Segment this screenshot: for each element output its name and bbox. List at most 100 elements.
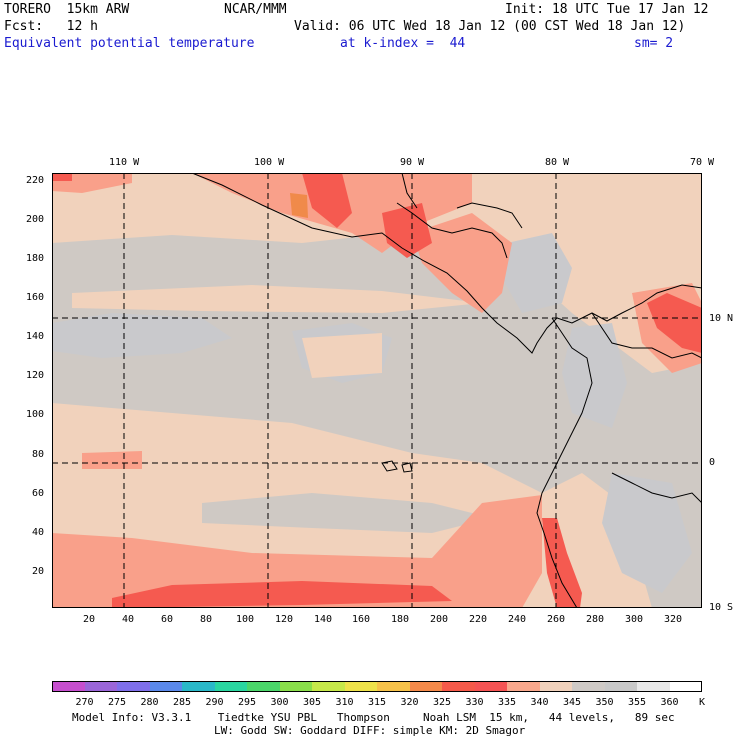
x-tick: 320 — [664, 614, 683, 625]
colorbar-swatch — [539, 681, 572, 692]
lon-label-100w: 100 W — [254, 157, 285, 168]
lon-label-70w: 70 W — [690, 157, 715, 168]
colorbar-swatch — [572, 681, 605, 692]
lightgray-patch — [52, 313, 232, 358]
colorbar-swatch — [377, 681, 410, 692]
peach-tongue — [72, 285, 482, 313]
x-tick: 160 — [352, 614, 371, 625]
model-title: TORERO 15km ARW — [4, 2, 130, 17]
colorbar-swatch — [474, 681, 507, 692]
colorbar-swatch — [409, 681, 442, 692]
lightgray-patch — [562, 323, 627, 428]
colorbar-label: 285 — [172, 697, 192, 708]
gray-ocean-band-south — [202, 493, 492, 533]
x-tick: 200 — [430, 614, 449, 625]
colorbar-label: 295 — [237, 697, 257, 708]
x-tick: 240 — [508, 614, 527, 625]
lon-label-110w: 110 W — [109, 157, 140, 168]
colorbar-swatch — [669, 681, 702, 692]
x-tick: 100 — [236, 614, 255, 625]
colorbar-swatch — [84, 681, 117, 692]
lon-label-80w: 80 W — [545, 157, 570, 168]
colorbar-swatch — [279, 681, 312, 692]
colorbar-label: 305 — [302, 697, 322, 708]
theta-e-map — [52, 173, 702, 608]
red-venezuela — [647, 293, 702, 353]
y-tick: 220 — [26, 175, 45, 186]
lightgray-patch — [602, 473, 692, 593]
x-tick: 300 — [625, 614, 644, 625]
x-tick: 220 — [469, 614, 488, 625]
x-tick: 280 — [586, 614, 605, 625]
red-guatemala — [382, 203, 432, 258]
x-tick: 60 — [161, 614, 174, 625]
level-label: at k-index = 44 — [340, 36, 466, 51]
lightgray-patch — [502, 233, 572, 313]
x-tick: 140 — [314, 614, 333, 625]
colorbar-label: 340 — [530, 697, 549, 708]
colorbar-label: 360 — [660, 697, 679, 708]
lat-label-10n: 10 N — [709, 313, 734, 324]
lat-lon-grid — [52, 173, 702, 608]
y-tick: 40 — [32, 527, 45, 538]
colorbar-frame — [52, 681, 702, 692]
x-tick: 20 — [83, 614, 96, 625]
colorbar-swatch — [247, 681, 280, 692]
colorbar-label: 345 — [562, 697, 582, 708]
colorbar-label: 290 — [205, 697, 224, 708]
organization-label: NCAR/MMM — [224, 2, 287, 17]
y-tick: 100 — [26, 409, 45, 420]
x-tick: 80 — [200, 614, 213, 625]
peach-tongue — [302, 333, 382, 378]
y-tick: 140 — [26, 331, 45, 342]
y-tick: 80 — [32, 449, 45, 460]
x-tick: 40 — [122, 614, 135, 625]
colorbar-label: 335 — [497, 697, 517, 708]
y-tick: 120 — [26, 370, 45, 381]
red-peru-coast — [542, 518, 582, 608]
x-tick: 260 — [547, 614, 566, 625]
y-tick: 180 — [26, 253, 45, 264]
colorbar-label: 275 — [107, 697, 127, 708]
colorbar-label: 315 — [367, 697, 387, 708]
map-frame — [52, 173, 702, 608]
forecast-hour: Fcst: 12 h — [4, 19, 98, 34]
colorbar-swatch — [182, 681, 215, 692]
red-mexico — [302, 173, 352, 228]
x-tick: 120 — [275, 614, 294, 625]
red-southern-band — [112, 581, 452, 608]
colorbar-swatch — [52, 681, 85, 692]
colorbar-swatch — [214, 681, 247, 692]
y-tick: 20 — [32, 566, 45, 577]
colorbar-label: K — [698, 697, 706, 708]
colorbar-swatch — [507, 681, 540, 692]
colorbar-swatch — [149, 681, 182, 692]
colorbar-label: 300 — [270, 697, 289, 708]
y-tick: 200 — [26, 214, 45, 225]
y-tick: 60 — [32, 488, 45, 499]
colorbar-label: 320 — [400, 697, 419, 708]
colorbar-swatch — [637, 681, 670, 692]
colorbar-label: 280 — [140, 697, 159, 708]
colorbar-label: 270 — [75, 697, 94, 708]
valid-time: Valid: 06 UTC Wed 18 Jan 12 (00 CST Wed … — [294, 19, 686, 34]
colorbar-label: 325 — [432, 697, 452, 708]
colorbar-label: 355 — [627, 697, 647, 708]
init-time: Init: 18 UTC Tue 17 Jan 12 — [505, 2, 709, 17]
salmon-south-coastal — [52, 495, 542, 608]
colorbar-label: 350 — [595, 697, 614, 708]
coastlines — [191, 173, 702, 608]
model-info: Model Info: V3.3.1 Tiedtke YSU PBL Thomp… — [72, 711, 675, 724]
lat-label-0: 0 — [709, 457, 716, 468]
x-tick: 180 — [391, 614, 410, 625]
y-tick: 160 — [26, 292, 45, 303]
physics-info: LW: Godd SW: Goddard DIFF: simple KM: 2D… — [214, 724, 526, 737]
field-name: Equivalent potential temperature — [4, 36, 255, 51]
salmon-central-america — [412, 213, 512, 313]
smoothing-label: sm= 2 — [634, 36, 674, 51]
colorbar-label: 330 — [465, 697, 484, 708]
colorbar-label: 310 — [335, 697, 354, 708]
gray-ocean-band — [52, 231, 702, 608]
colorbar-swatch — [344, 681, 377, 692]
lat-label-10s: 10 S — [709, 602, 734, 613]
